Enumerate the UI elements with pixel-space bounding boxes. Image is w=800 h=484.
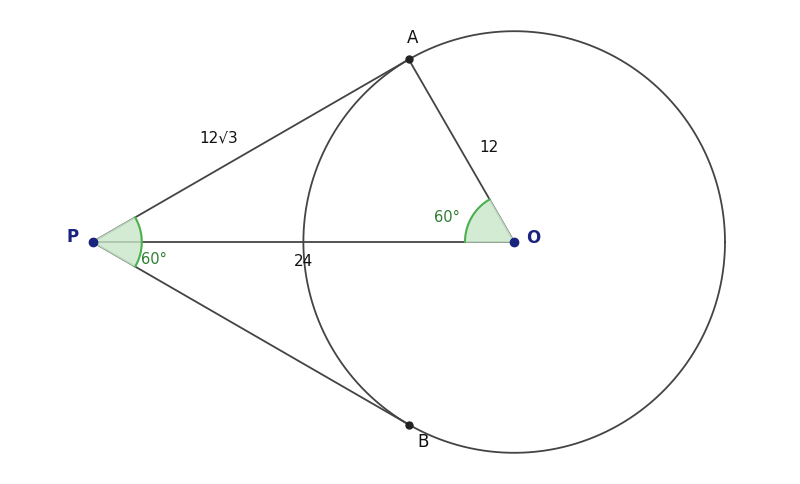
Text: P: P [66, 228, 78, 246]
Text: O: O [526, 228, 541, 247]
Text: B: B [417, 433, 429, 452]
Polygon shape [93, 217, 142, 267]
Text: 60°: 60° [141, 252, 167, 267]
Text: 24: 24 [294, 254, 313, 269]
Polygon shape [465, 199, 514, 242]
Text: 12√3: 12√3 [200, 131, 238, 146]
Text: 12: 12 [479, 140, 498, 155]
Text: A: A [406, 29, 418, 47]
Text: 60°: 60° [434, 210, 460, 225]
